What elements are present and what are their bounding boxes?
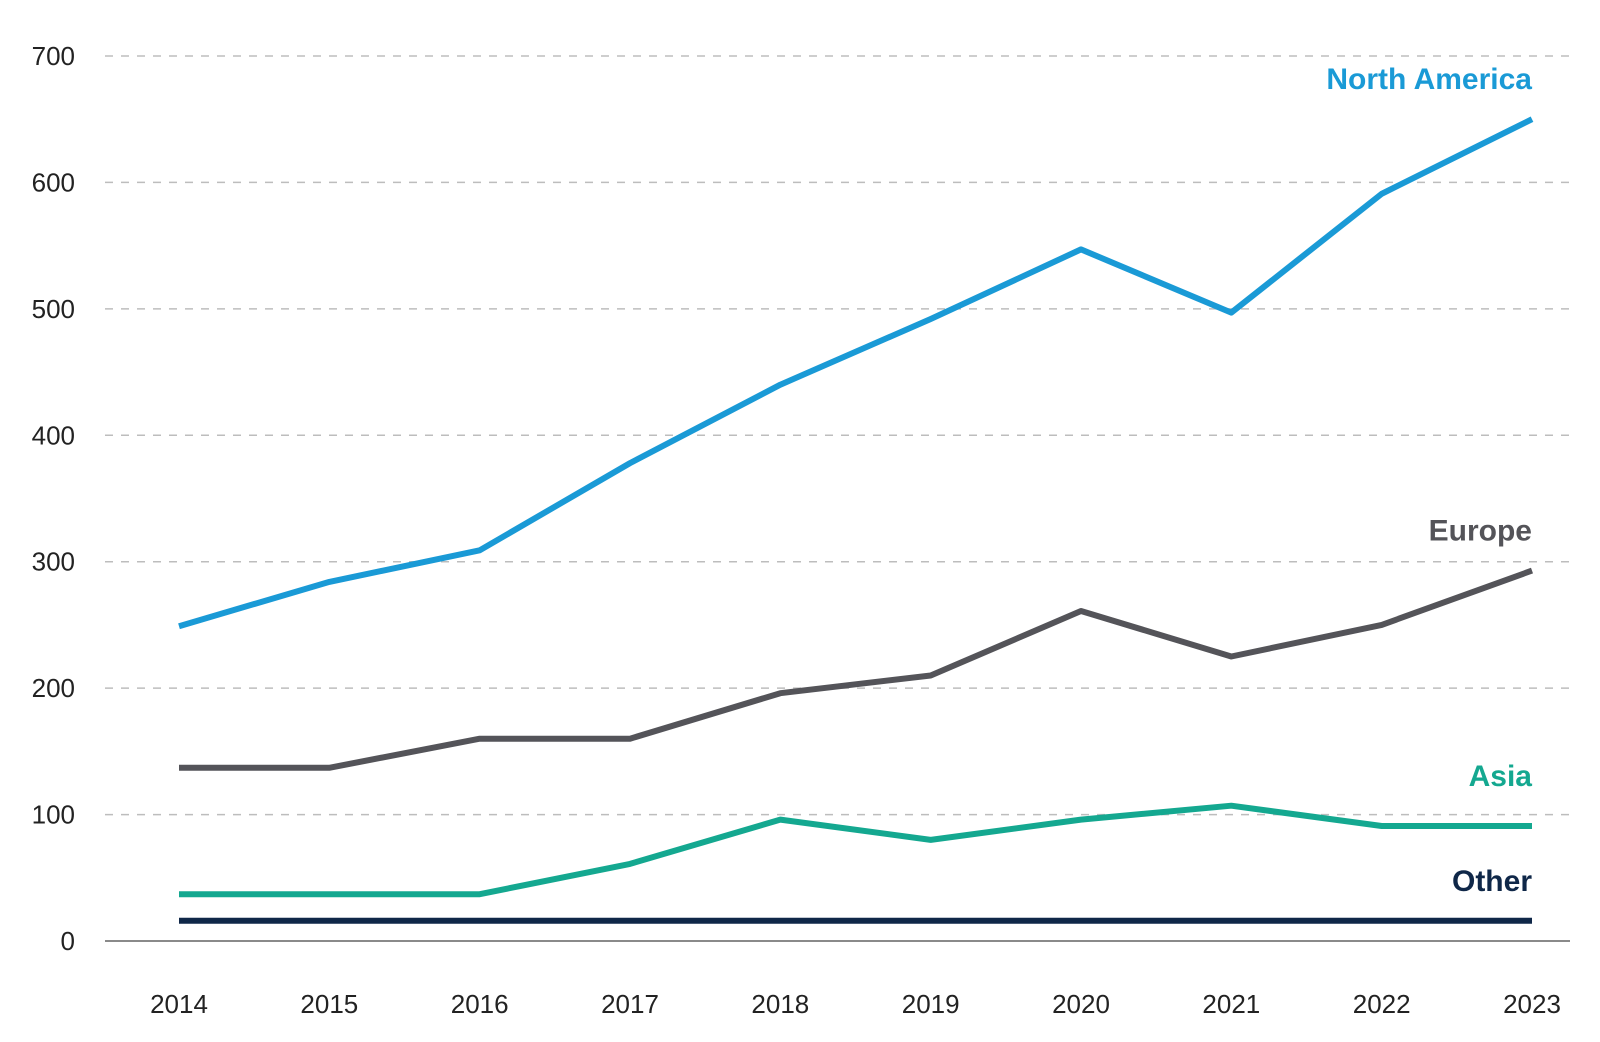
series-label-asia: Asia	[1469, 760, 1533, 793]
y-tick-label: 0	[61, 926, 75, 956]
series-line-asia	[179, 802, 1532, 898]
x-tick-label: 2021	[1202, 989, 1260, 1019]
y-tick-label: 100	[32, 800, 75, 830]
series-layer	[178, 116, 1534, 924]
x-tick-label: 2023	[1503, 989, 1561, 1019]
x-tick-label: 2016	[451, 989, 509, 1019]
series-label-north-america: North America	[1326, 63, 1532, 96]
x-tick-label: 2017	[601, 989, 659, 1019]
grid-layer	[105, 55, 1570, 942]
y-tick-label: 400	[32, 420, 75, 450]
y-axis-ticks: 0 100 200 300 400 500 600 700	[32, 41, 75, 956]
y-tick-label: 500	[32, 294, 75, 324]
x-tick-label: 2014	[150, 989, 208, 1019]
x-tick-label: 2022	[1353, 989, 1411, 1019]
y-tick-label: 600	[32, 167, 75, 197]
series-line-europe	[179, 567, 1534, 771]
y-tick-label: 700	[32, 41, 75, 71]
series-label-europe: Europe	[1429, 515, 1532, 548]
x-tick-label: 2020	[1052, 989, 1110, 1019]
y-tick-label: 200	[32, 673, 75, 703]
x-axis-ticks: 2014 2015 2016 2017 2018 2019 2020 2021 2022 2023	[150, 989, 1561, 1019]
series-line-north-america	[178, 116, 1534, 630]
x-tick-label: 2015	[300, 989, 358, 1019]
series-labels: North America Europe Asia Other	[1326, 63, 1532, 898]
y-tick-label: 300	[32, 547, 75, 577]
series-label-other: Other	[1452, 865, 1532, 898]
x-tick-label: 2019	[902, 989, 960, 1019]
x-tick-label: 2018	[751, 989, 809, 1019]
